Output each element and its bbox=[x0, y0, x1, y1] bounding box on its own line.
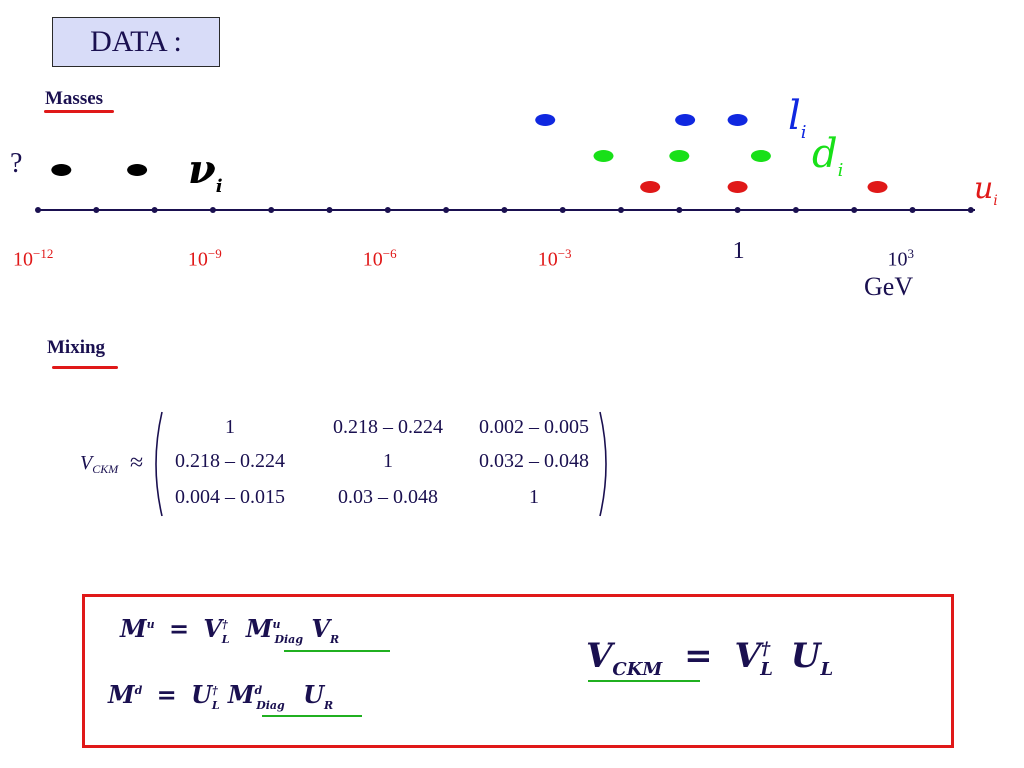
title-box: DATA : bbox=[52, 17, 220, 67]
mass-dot bbox=[675, 114, 696, 126]
mass-dot bbox=[867, 181, 888, 193]
right-bracket bbox=[599, 411, 607, 517]
mass-scale-diagram bbox=[35, 114, 975, 213]
unknown-mass-mark: ? bbox=[10, 148, 23, 179]
mass-dot bbox=[640, 181, 661, 193]
matrix-cell: 1 bbox=[529, 486, 539, 508]
left-bracket bbox=[155, 411, 163, 517]
mu-equation: Mu = V†L MuDiag VR bbox=[120, 614, 340, 646]
vckm-sub: CKM bbox=[92, 462, 119, 476]
vckm-underline bbox=[588, 680, 700, 682]
axis-tick bbox=[909, 207, 916, 213]
tick-label: 103 bbox=[887, 246, 915, 271]
vckm-v: V bbox=[80, 452, 93, 474]
md-equation: Md = U†L MdDiag UR bbox=[108, 680, 334, 712]
md-diag-underline bbox=[262, 715, 362, 717]
matrix-cell: 1 bbox=[225, 416, 235, 438]
axis-tick bbox=[967, 207, 974, 213]
mass-dot bbox=[535, 114, 556, 126]
mass-dot bbox=[669, 150, 690, 162]
mass-dot bbox=[727, 114, 748, 126]
tick-label: 10−6 bbox=[362, 246, 397, 271]
tick-label: 10−12 bbox=[13, 246, 54, 271]
tick-label: 10−3 bbox=[537, 246, 572, 271]
mass-dots bbox=[51, 114, 888, 193]
axis-tick bbox=[618, 207, 624, 213]
matrix-cell: 0.218 – 0.224 bbox=[175, 450, 285, 472]
tick-label: 1 bbox=[732, 238, 745, 264]
matrix-brackets bbox=[155, 411, 607, 517]
mass-dot bbox=[593, 150, 614, 162]
matrix-cell: 0.002 – 0.005 bbox=[479, 416, 589, 438]
axis-tick bbox=[268, 207, 275, 213]
page-title: DATA : bbox=[90, 25, 182, 58]
masses-underline bbox=[44, 110, 114, 113]
ckm-matrix: 1 0.218 – 0.224 0.002 – 0.005 0.218 – 0.224… bbox=[162, 412, 602, 516]
axis-tick bbox=[209, 207, 216, 213]
axis-tick bbox=[35, 207, 41, 213]
approx-symbol: ≈ bbox=[130, 450, 144, 476]
axis-tick bbox=[93, 207, 100, 213]
mu-diag-underline bbox=[284, 650, 390, 652]
tick-label: 10−9 bbox=[187, 246, 222, 271]
masses-label: Masses bbox=[45, 88, 104, 109]
axis-tick bbox=[676, 207, 683, 213]
axis-tick bbox=[851, 207, 858, 213]
mixing-underline bbox=[52, 366, 118, 369]
axis-tick bbox=[501, 207, 508, 213]
axis-tick bbox=[734, 207, 741, 213]
matrix-cell: 0.03 – 0.048 bbox=[338, 486, 438, 508]
axis-tick bbox=[559, 207, 566, 213]
axis-tick bbox=[151, 207, 158, 213]
mass-dot bbox=[750, 150, 771, 162]
family-label: li bbox=[788, 93, 807, 143]
mixing-label: Mixing bbox=[47, 337, 106, 358]
axis-tick bbox=[443, 207, 450, 213]
family-label: ui bbox=[974, 171, 998, 209]
mass-dot bbox=[51, 164, 72, 176]
family-label: di bbox=[812, 131, 844, 181]
matrix-cell: 0.218 – 0.224 bbox=[333, 416, 443, 438]
vckm-symbol: VCKM bbox=[80, 452, 118, 477]
axis-unit-label: GeV bbox=[864, 272, 914, 301]
axis-tick bbox=[326, 207, 333, 213]
matrix-cell: 1 bbox=[383, 450, 393, 472]
axis-tick bbox=[792, 207, 799, 213]
mass-dot bbox=[727, 181, 748, 193]
mass-dot bbox=[127, 164, 148, 176]
matrix-cell: 0.032 – 0.048 bbox=[479, 450, 589, 472]
family-label: νi bbox=[188, 146, 223, 197]
equations-box bbox=[82, 594, 954, 748]
axis-ticks bbox=[35, 207, 974, 213]
axis-tick bbox=[384, 207, 391, 213]
matrix-cell: 0.004 – 0.015 bbox=[175, 486, 285, 508]
vckm-equation: VCKM = V†L UL bbox=[586, 636, 834, 680]
